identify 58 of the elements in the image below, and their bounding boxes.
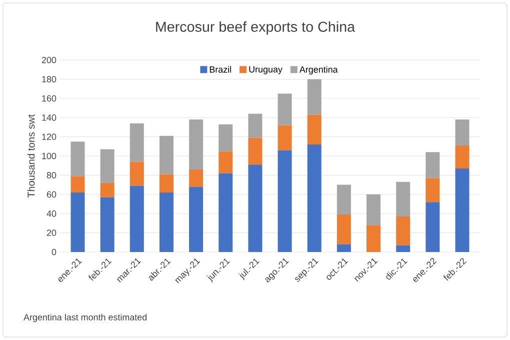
bar	[218, 151, 233, 174]
bar	[426, 202, 440, 252]
bar	[248, 114, 262, 138]
y-tick-label: 0	[52, 248, 56, 256]
bar	[278, 125, 292, 150]
bar	[278, 94, 292, 126]
bar	[130, 186, 144, 252]
y-tick-label: 100	[42, 152, 56, 160]
bar	[159, 136, 174, 174]
legend-label: Argentina	[299, 66, 338, 74]
bar	[248, 164, 262, 252]
bar	[130, 123, 144, 162]
bar	[336, 244, 351, 252]
bar	[426, 152, 440, 178]
bar	[100, 149, 114, 183]
bar	[336, 184, 351, 215]
bar	[159, 174, 174, 192]
y-axis-title: Thousand tons swt	[27, 114, 35, 198]
bar	[70, 142, 85, 176]
bar	[100, 182, 114, 198]
bar	[455, 168, 470, 252]
bar	[396, 245, 410, 252]
y-tick-label: 120	[42, 134, 56, 140]
bar	[336, 214, 351, 244]
bar	[307, 114, 322, 144]
bar	[218, 124, 233, 152]
chart-title: Mercosur beef exports to China	[156, 21, 356, 35]
text: Argentina last month estimated	[24, 314, 147, 322]
bar	[70, 176, 85, 192]
y-tick-label: 60	[46, 191, 56, 198]
y-tick-label: 80	[46, 172, 56, 178]
bar	[307, 79, 322, 115]
y-tick-label: 180	[42, 76, 56, 82]
bar	[396, 216, 410, 246]
bar	[100, 197, 114, 252]
bar	[248, 138, 262, 165]
bar	[278, 150, 292, 252]
legend-label: Brazil	[210, 66, 232, 73]
y-tick-label: 160	[42, 95, 56, 102]
bar	[455, 120, 470, 146]
bar	[426, 178, 440, 202]
bar	[455, 145, 470, 168]
bar	[218, 173, 233, 252]
bar	[159, 192, 174, 252]
bar	[70, 192, 85, 252]
bar	[189, 169, 204, 187]
y-tick-label: 140	[42, 114, 56, 121]
y-tick-label: 40	[46, 210, 56, 217]
bar	[307, 144, 322, 252]
legend-label: Uruguay	[249, 66, 282, 74]
bar	[189, 186, 204, 252]
bar	[130, 162, 144, 186]
bar	[189, 120, 204, 170]
bar	[366, 225, 381, 252]
y-tick-label: 20	[46, 230, 56, 236]
bar	[396, 182, 410, 216]
bar	[366, 194, 381, 226]
y-tick-label: 200	[42, 56, 56, 64]
